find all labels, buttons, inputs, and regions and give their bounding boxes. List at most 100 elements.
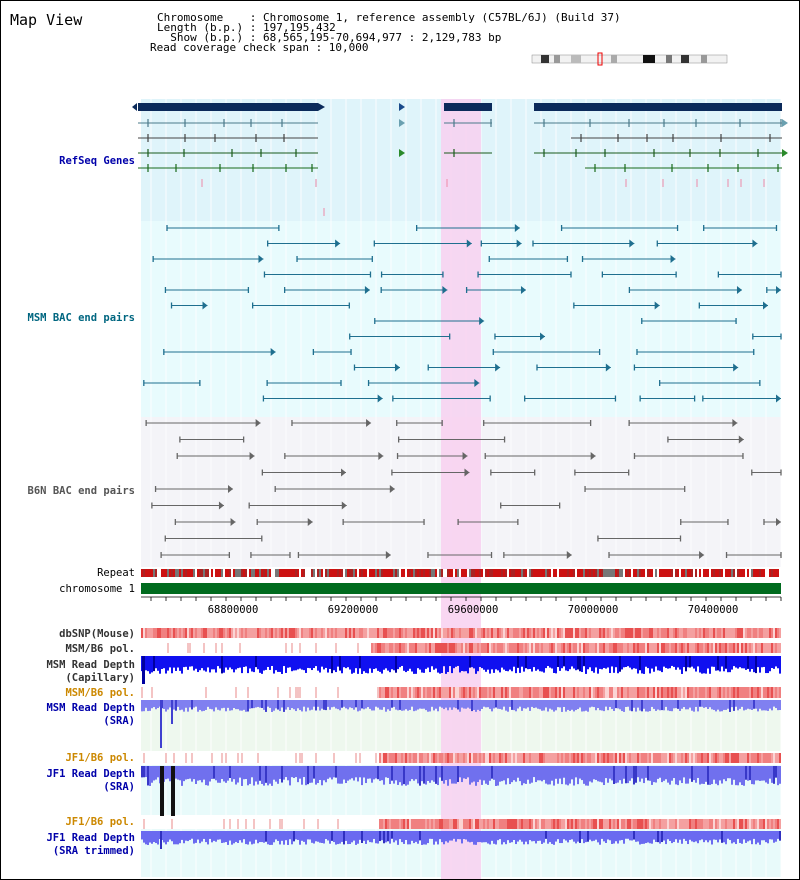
heat-cell bbox=[713, 628, 715, 638]
depth-bar bbox=[669, 656, 671, 669]
heat-cell bbox=[597, 643, 599, 653]
jf1-depth-sra-label[interactable]: JF1 Read Depth bbox=[46, 768, 135, 780]
heat-cell bbox=[611, 753, 613, 763]
heat-cell bbox=[657, 628, 659, 638]
jf1-pol-track-label[interactable]: JF1/B6 pol. bbox=[65, 752, 135, 764]
depth-bar bbox=[777, 700, 779, 711]
depth-bar bbox=[221, 766, 223, 779]
depth-bar bbox=[349, 700, 351, 708]
repeat-track[interactable] bbox=[141, 569, 781, 577]
depth-bar bbox=[537, 831, 539, 841]
heat-cell bbox=[351, 687, 353, 698]
depth-bar bbox=[223, 831, 225, 843]
refseq-gene[interactable] bbox=[534, 103, 782, 111]
depth-bar bbox=[225, 656, 227, 668]
heat-cell bbox=[227, 687, 229, 698]
depth-bar bbox=[293, 700, 295, 710]
depth-bar bbox=[189, 831, 191, 840]
heat-cell bbox=[581, 643, 583, 653]
refseq-transcripts[interactable] bbox=[138, 119, 788, 216]
refseq-genes-track[interactable] bbox=[132, 103, 782, 111]
depth-bar bbox=[649, 700, 651, 712]
repeat-block bbox=[295, 569, 297, 577]
refseq-track-label[interactable]: RefSeq Genes bbox=[59, 155, 135, 167]
depth-bar bbox=[267, 766, 269, 786]
depth-bar bbox=[267, 831, 269, 845]
b6n-bac-end-pairs[interactable] bbox=[145, 419, 782, 559]
refseq-gene[interactable] bbox=[444, 103, 492, 111]
depth-bar bbox=[395, 766, 397, 781]
polymorphism-heat-tracks[interactable] bbox=[141, 628, 781, 829]
depth-bar bbox=[659, 831, 661, 844]
repeat-block bbox=[325, 569, 327, 577]
depth-bar bbox=[743, 766, 745, 786]
msm-depth-sra-label[interactable]: MSM Read Depth bbox=[46, 702, 135, 714]
heat-cell bbox=[167, 687, 169, 698]
depth-bar bbox=[599, 831, 601, 845]
heat-cell bbox=[363, 753, 365, 763]
depth-bar bbox=[587, 700, 589, 712]
ideogram-position-marker[interactable] bbox=[597, 52, 603, 66]
heat-cell bbox=[151, 753, 153, 763]
depth-bar bbox=[687, 656, 689, 668]
depth-bar bbox=[279, 766, 281, 779]
heat-cell bbox=[501, 687, 503, 698]
depth-bar bbox=[327, 656, 329, 673]
depth-bar bbox=[381, 831, 383, 841]
read-depth-tracks[interactable] bbox=[141, 656, 781, 849]
depth-bar bbox=[375, 656, 377, 669]
depth-bar bbox=[343, 656, 345, 668]
msm-pol-sra-track-label[interactable]: MSM/B6 pol. bbox=[65, 687, 135, 699]
depth-bar bbox=[375, 766, 377, 779]
heat-cell bbox=[467, 628, 469, 638]
heat-cell bbox=[491, 819, 493, 829]
chromosome-ideogram[interactable] bbox=[531, 52, 728, 66]
msm-depth-capillary-label[interactable]: MSM Read Depth bbox=[46, 659, 135, 671]
heat-cell bbox=[679, 753, 681, 763]
heat-cell bbox=[741, 643, 743, 653]
heat-cell bbox=[353, 753, 355, 763]
heat-cell bbox=[655, 628, 657, 638]
heat-cell bbox=[611, 819, 613, 829]
depth-bar bbox=[759, 831, 761, 845]
repeat-block bbox=[533, 569, 535, 577]
depth-bar bbox=[143, 831, 145, 843]
msm-pol-track-label[interactable]: MSM/B6 pol. bbox=[65, 643, 135, 655]
b6n-bac-track-label[interactable]: B6N BAC end pairs bbox=[28, 485, 135, 497]
depth-bar bbox=[227, 656, 229, 670]
depth-bar bbox=[473, 700, 475, 710]
heat-cell bbox=[437, 628, 439, 638]
dbsnp-track-label[interactable]: dbSNP(Mouse) bbox=[59, 628, 135, 640]
repeat-block bbox=[141, 569, 143, 577]
msm-bac-track-label[interactable]: MSM BAC end pairs bbox=[28, 312, 135, 324]
heat-cell bbox=[763, 687, 765, 698]
depth-bar bbox=[577, 700, 579, 710]
heat-cell bbox=[407, 819, 409, 829]
heat-cell bbox=[727, 753, 729, 763]
chromosome-bar[interactable] bbox=[141, 583, 781, 594]
repeat-track-label[interactable]: Repeat bbox=[97, 567, 135, 579]
heat-cell bbox=[589, 643, 591, 653]
heat-cell bbox=[481, 628, 483, 638]
heat-cell bbox=[259, 687, 261, 698]
refseq-gene[interactable] bbox=[138, 103, 318, 111]
repeat-block bbox=[741, 569, 743, 577]
heat-cell bbox=[449, 643, 451, 653]
depth-bar bbox=[591, 656, 593, 672]
heat-cell bbox=[607, 628, 609, 638]
depth-bar bbox=[513, 656, 515, 667]
depth-bar bbox=[769, 700, 771, 709]
repeat-block bbox=[735, 569, 737, 577]
jf1-depth-trimmed-label[interactable]: JF1 Read Depth bbox=[46, 832, 135, 844]
msm-bac-end-pairs[interactable] bbox=[143, 224, 782, 403]
heat-cell bbox=[215, 753, 217, 763]
heat-cell bbox=[349, 687, 351, 698]
jf1-pol-trimmed-track-label[interactable]: JF1/B6 pol. bbox=[65, 816, 135, 828]
heat-cell bbox=[773, 753, 775, 763]
heat-cell bbox=[315, 643, 317, 653]
depth-bar bbox=[655, 656, 657, 667]
highlighted-region[interactable] bbox=[441, 99, 481, 879]
depth-bar bbox=[165, 700, 167, 712]
chromosome-track-label[interactable]: chromosome 1 bbox=[59, 583, 135, 595]
